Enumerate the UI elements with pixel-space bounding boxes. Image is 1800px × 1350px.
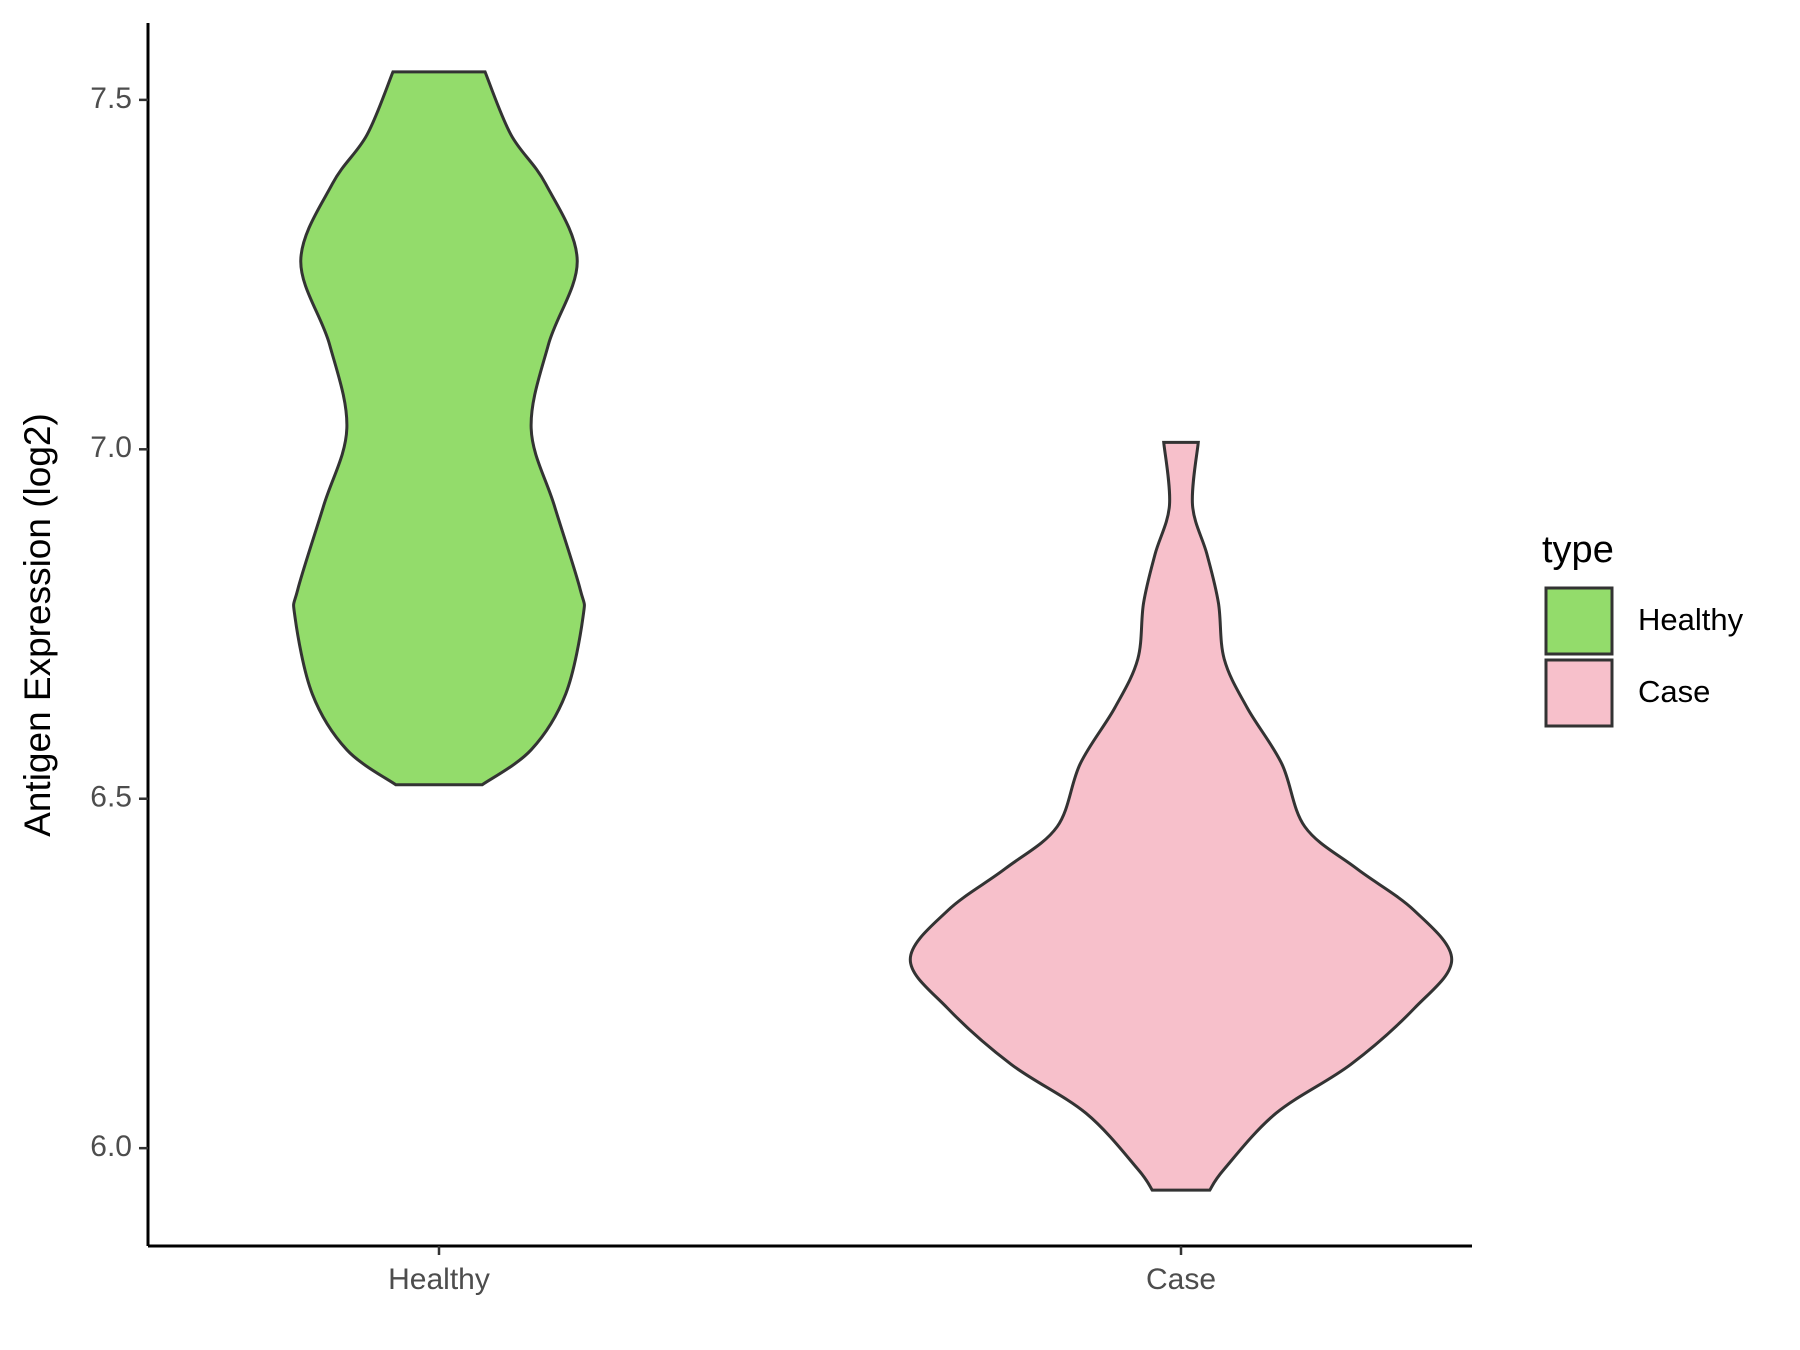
x-tick-label: Healthy	[388, 1263, 490, 1296]
x-tick-label: Case	[1146, 1263, 1216, 1296]
violin	[292, 70, 586, 787]
y-tick-label: 7.0	[90, 431, 132, 464]
violin	[908, 440, 1454, 1192]
y-axis-title: Antigen Expression (log2)	[17, 413, 58, 837]
y-tick-label: 7.5	[90, 82, 132, 115]
y-tick-label: 6.0	[90, 1130, 132, 1163]
legend-key	[1544, 658, 1614, 728]
legend-label: Healthy	[1638, 602, 1744, 637]
legend-label: Case	[1638, 674, 1710, 709]
legend-key	[1544, 586, 1614, 656]
y-tick-label: 6.5	[90, 781, 132, 814]
legend-title: type	[1542, 529, 1614, 571]
